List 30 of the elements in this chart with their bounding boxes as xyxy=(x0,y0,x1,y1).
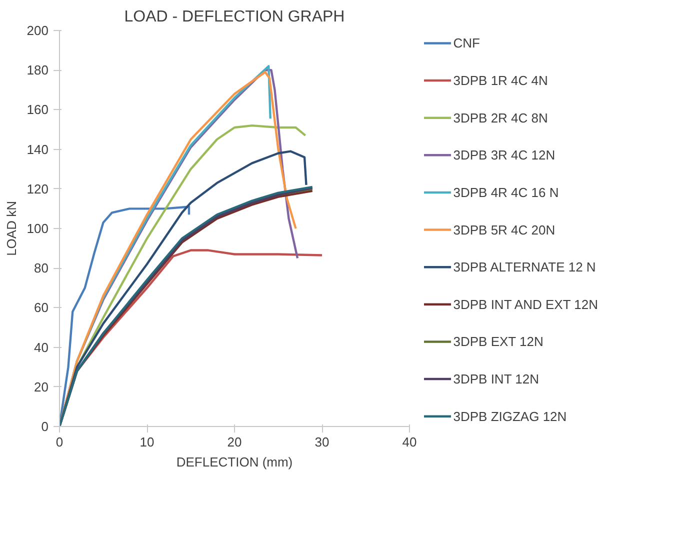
legend-label: 3DPB EXT 12N xyxy=(453,334,544,350)
y-axis-title: LOAD kN xyxy=(4,201,19,256)
y-tick-label: 200 xyxy=(26,23,49,38)
x-tick-label: 20 xyxy=(227,434,242,450)
y-tick-label: 20 xyxy=(34,379,49,394)
y-tick-label: 40 xyxy=(34,340,49,355)
legend-label: 3DPB INT 12N xyxy=(453,372,539,387)
x-tick-label: 40 xyxy=(402,434,417,450)
y-tick-label: 140 xyxy=(26,142,49,157)
legend-label: 3DPB INT AND EXT 12N xyxy=(453,296,598,312)
legend-label: 3DPB 2R 4C 8N xyxy=(453,110,548,126)
y-tick-label: 160 xyxy=(26,102,49,118)
y-tick-label: 100 xyxy=(26,221,49,236)
x-tick-label: 30 xyxy=(314,434,330,450)
y-tick-label: 80 xyxy=(34,260,49,276)
x-tick-label: 0 xyxy=(56,434,64,450)
legend-label: 3DPB ALTERNATE 12 N xyxy=(453,260,596,275)
chart-title: LOAD - DEFLECTION GRAPH xyxy=(124,8,345,26)
legend-label: 3DPB ZIGZAG 12N xyxy=(453,408,567,424)
y-tick-label: 180 xyxy=(26,62,49,78)
x-axis-title: DEFLECTION (mm) xyxy=(176,454,293,470)
x-tick-label: 10 xyxy=(140,434,154,450)
legend-label: 3DPB 3R 4C 12N xyxy=(453,148,556,163)
y-tick-label: 120 xyxy=(26,181,49,196)
legend-label: CNF xyxy=(453,36,480,51)
legend-label: 3DPB 4R 4C 16 N xyxy=(453,184,559,200)
y-tick-label: 0 xyxy=(41,419,49,434)
legend-label: 3DPB 1R 4C 4N xyxy=(453,73,548,88)
y-tick-label: 60 xyxy=(34,300,49,316)
legend-label: 3DPB 5R 4C 20N xyxy=(453,222,556,238)
